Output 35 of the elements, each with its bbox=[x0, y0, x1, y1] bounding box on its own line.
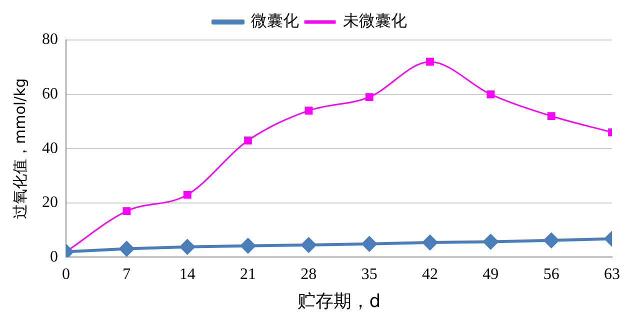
y-tick-label: 60 bbox=[42, 86, 58, 103]
x-tick-label: 21 bbox=[240, 266, 256, 284]
legend-label: 未微囊化 bbox=[343, 11, 407, 30]
point bbox=[362, 236, 377, 252]
y-tick-label: 80 bbox=[42, 31, 58, 48]
y-tick-label: 40 bbox=[42, 140, 58, 157]
y-tick-label: 20 bbox=[42, 194, 58, 212]
x-tick-label: 35 bbox=[361, 266, 378, 284]
x-tick-label: 56 bbox=[543, 266, 560, 284]
point bbox=[544, 232, 559, 248]
point bbox=[426, 58, 434, 66]
point bbox=[547, 112, 556, 120]
point bbox=[122, 207, 131, 215]
y-tick-label: 0 bbox=[50, 248, 58, 266]
point bbox=[365, 93, 374, 101]
point bbox=[183, 190, 192, 199]
point bbox=[422, 235, 438, 250]
point bbox=[486, 90, 495, 98]
x-tick-label: 49 bbox=[482, 266, 499, 284]
point bbox=[240, 238, 256, 254]
point bbox=[244, 136, 252, 144]
x-tick-label: 42 bbox=[422, 266, 438, 284]
x-axis-title: 贮存期，d bbox=[297, 290, 381, 312]
point bbox=[180, 239, 195, 254]
legend-label: 微囊化 bbox=[251, 11, 299, 30]
point bbox=[301, 237, 316, 252]
point bbox=[304, 106, 313, 115]
y-axis-title: 过氧化值，mmol/kg bbox=[10, 78, 29, 220]
x-tick-label: 7 bbox=[122, 266, 131, 284]
x-tick-label: 14 bbox=[179, 266, 196, 284]
point bbox=[119, 241, 134, 256]
x-tick-label: 0 bbox=[62, 266, 70, 284]
point bbox=[483, 234, 498, 250]
x-tick-label: 63 bbox=[604, 266, 620, 284]
x-tick-label: 28 bbox=[300, 266, 317, 284]
